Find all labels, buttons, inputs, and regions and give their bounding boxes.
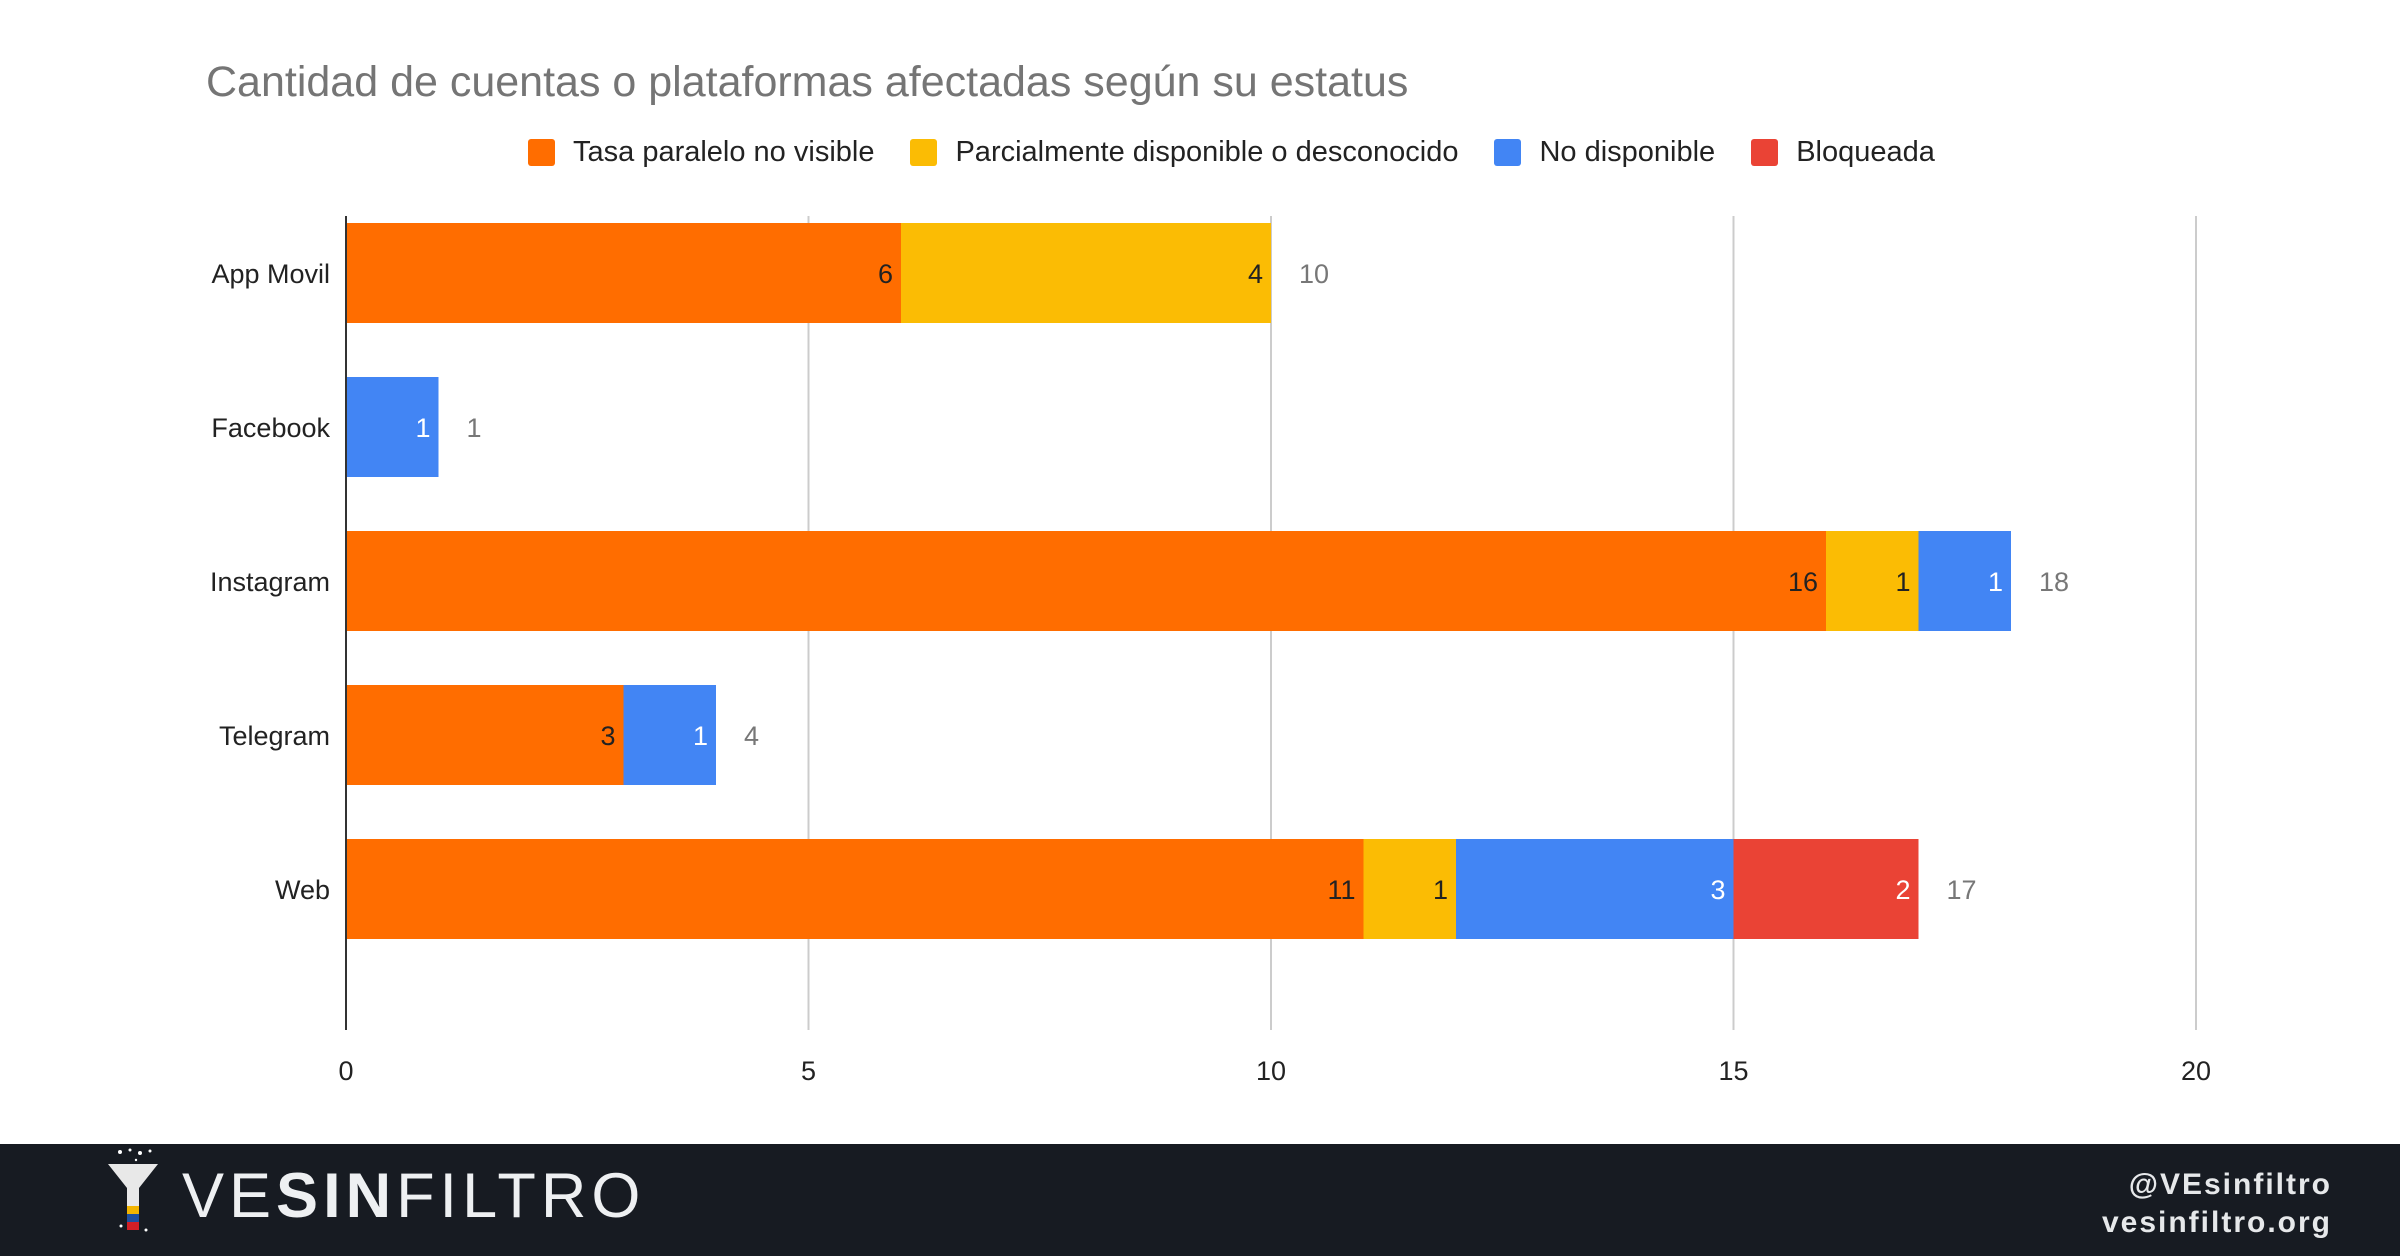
social-handle[interactable]: @VEsinfiltro (2128, 1168, 2332, 1201)
x-tick-label-15: 15 (1718, 1056, 1748, 1086)
bar-instagram-no-disponible (1918, 531, 2011, 631)
data-label-web-tasa-paralelo-no-visible: 11 (1327, 875, 1355, 905)
category-label-facebook: Facebook (211, 413, 330, 443)
data-label-web-no-disponible: 3 (1710, 875, 1725, 905)
legend-label: Tasa paralelo no visible (573, 136, 875, 168)
data-label-instagram-tasa-paralelo-no-visible: 16 (1788, 567, 1818, 597)
legend-item-bloqueada: Bloqueada (1751, 136, 1935, 169)
legend-label: Parcialmente disponible o desconocido (955, 136, 1459, 168)
x-tick-label-5: 5 (801, 1056, 816, 1086)
total-label-app-movil: 10 (1299, 259, 1329, 289)
bar-app-movil-tasa-paralelo-no-visible (346, 223, 901, 323)
bar-web-no-disponible (1456, 839, 1734, 939)
total-label-telegram: 4 (744, 721, 759, 751)
data-label-telegram-no-disponible: 1 (693, 721, 708, 751)
chart-legend: Tasa paralelo no visible Parcialmente dis… (528, 136, 1971, 169)
category-label-telegram: Telegram (219, 721, 330, 751)
chart-area: Cantidad de cuentas o plataformas afecta… (206, 58, 2211, 1086)
bar-facebook-no-disponible (346, 377, 439, 477)
bar-instagram-tasa-paralelo-no-visible (346, 531, 1826, 631)
legend-swatch (528, 139, 555, 166)
category-label-instagram: Instagram (210, 567, 330, 597)
footer-handles: @VEsinfiltro vesinfiltro.org (2102, 1166, 2332, 1242)
legend-label: Bloqueada (1796, 136, 1935, 168)
legend-swatch (1751, 139, 1779, 166)
bar-instagram-parcialmente-disponible-o-desconocido (1826, 531, 1919, 631)
data-label-app-movil-tasa-paralelo-no-visible: 6 (878, 259, 893, 289)
total-label-web: 17 (1947, 875, 1977, 905)
data-label-web-parcialmente-disponible-o-desconocido: 1 (1433, 875, 1448, 905)
bar-app-movil-parcialmente-disponible-o-desconocido (901, 223, 1271, 323)
legend-item-parcialmente-disponible-o-desconocido: Parcialmente disponible o desconocido (910, 136, 1458, 169)
x-tick-label-0: 0 (338, 1056, 353, 1086)
bar-web-parcialmente-disponible-o-desconocido (1363, 839, 1456, 939)
data-label-web-bloqueada: 2 (1895, 875, 1910, 905)
x-tick-label-20: 20 (2181, 1056, 2211, 1086)
website-link[interactable]: vesinfiltro.org (2101, 1206, 2332, 1239)
data-label-facebook-no-disponible: 1 (415, 413, 430, 443)
legend-swatch (910, 139, 938, 166)
data-label-app-movil-parcialmente-disponible-o-desconocido: 4 (1248, 259, 1263, 289)
legend-label: No disponible (1539, 136, 1716, 168)
total-label-facebook: 1 (467, 413, 482, 443)
chart-title: Cantidad de cuentas o plataformas afecta… (206, 58, 1409, 106)
data-label-instagram-parcialmente-disponible-o-desconocido: 1 (1895, 567, 1910, 597)
legend-swatch (1494, 139, 1522, 166)
total-label-instagram: 18 (2039, 567, 2069, 597)
bar-web-bloqueada (1733, 839, 1919, 939)
footer-bar (0, 1144, 2400, 1256)
category-label-web: Web (275, 875, 330, 905)
category-label-app-movil: App Movil (211, 259, 330, 289)
bar-web-tasa-paralelo-no-visible (346, 839, 1364, 939)
legend-item-tasa-paralelo-no-visible: Tasa paralelo no visible (528, 136, 874, 169)
x-tick-label-10: 10 (1256, 1056, 1286, 1086)
funnel-logo-icon (108, 1148, 158, 1232)
bar-telegram-no-disponible (623, 685, 716, 785)
bar-telegram-tasa-paralelo-no-visible (346, 685, 624, 785)
legend-item-no-disponible: No disponible (1494, 136, 1715, 169)
data-label-instagram-no-disponible: 1 (1988, 567, 2003, 597)
brand-wordmark: VESINFILTRO (182, 1161, 646, 1231)
data-label-telegram-tasa-paralelo-no-visible: 3 (600, 721, 615, 751)
